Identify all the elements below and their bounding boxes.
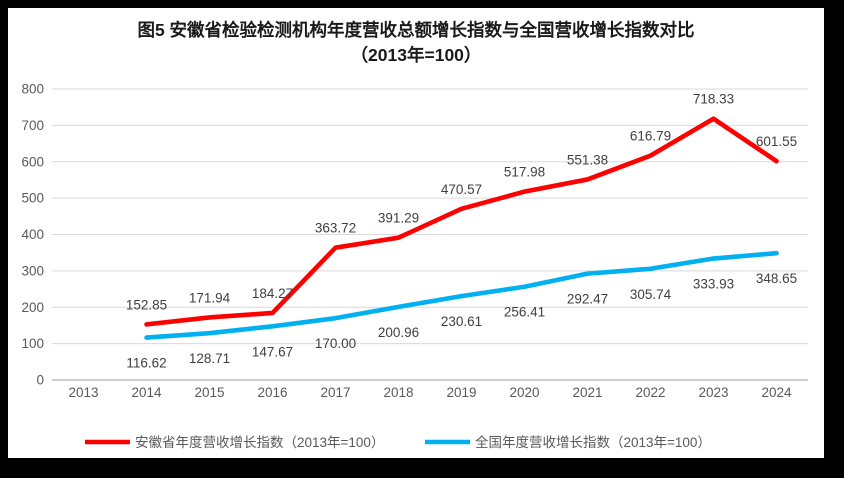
y-tick-label: 500 [21,191,44,206]
x-tick-label: 2021 [572,385,602,400]
chart-canvas: 图5 安徽省检验检测机构年度营收总额增长指数与全国营收增长指数对比 （2013年… [8,8,824,458]
chart-title-line2: （2013年=100） [350,44,482,65]
data-label: 391.29 [378,211,419,226]
legend-label-1: 全国年度营收增长指数（2013年=100） [475,434,711,450]
data-label: 551.38 [567,152,608,167]
data-label: 305.74 [630,287,672,302]
data-label: 517.98 [504,165,545,180]
y-tick-label: 800 [21,82,44,97]
data-label: 333.93 [693,277,734,292]
data-label: 147.67 [252,344,293,359]
data-label: 256.41 [504,305,545,320]
y-tick-label: 200 [21,300,44,315]
data-label: 116.62 [126,356,166,371]
data-label: 601.55 [756,134,797,149]
y-tick-label: 100 [21,336,44,351]
chart-title-line1: 图5 安徽省检验检测机构年度营收总额增长指数与全国营收增长指数对比 [137,20,695,40]
x-tick-label: 2022 [635,385,665,400]
data-label: 363.72 [315,221,356,236]
x-tick-label: 2016 [257,385,287,400]
series-line-1 [144,250,779,340]
series-line-0 [144,116,779,327]
legend-label-0: 安徽省年度营收增长指数（2013年=100） [135,435,384,450]
x-tick-label: 2014 [131,385,162,400]
data-label: 230.61 [441,314,482,329]
y-tick-label: 600 [21,154,44,169]
x-tick-label: 2024 [761,385,792,400]
data-label: 616.79 [630,129,671,144]
x-tick-label: 2018 [383,385,413,400]
plot-area: 0 100 200 300 400 500 600 700 800 2013 2014 2015 201… [21,82,808,450]
data-label: 170.00 [315,336,356,351]
x-tick-label: 2013 [68,385,98,400]
x-tick-label: 2017 [320,385,350,400]
data-label: 128.71 [189,351,230,366]
x-tick-label: 2020 [509,385,539,400]
chart-title: 图5 安徽省检验检测机构年度营收总额增长指数与全国营收增长指数对比 （2013年… [8,18,824,68]
data-label: 348.65 [756,271,797,286]
x-tick-label: 2023 [698,385,728,400]
data-label: 184.27 [252,286,293,301]
y-tick-label: 300 [21,263,44,278]
data-label: 718.33 [693,92,734,107]
data-label: 200.96 [378,325,419,340]
x-tick-label: 2015 [194,385,224,400]
y-tick-label: 400 [21,227,44,242]
data-label: 292.47 [567,292,608,307]
x-tick-label: 2019 [446,385,476,400]
y-tick-label: 0 [36,373,44,388]
data-label: 171.94 [189,290,231,305]
data-label: 152.85 [126,297,167,312]
data-label: 470.57 [441,182,482,197]
y-tick-label: 700 [21,118,44,133]
